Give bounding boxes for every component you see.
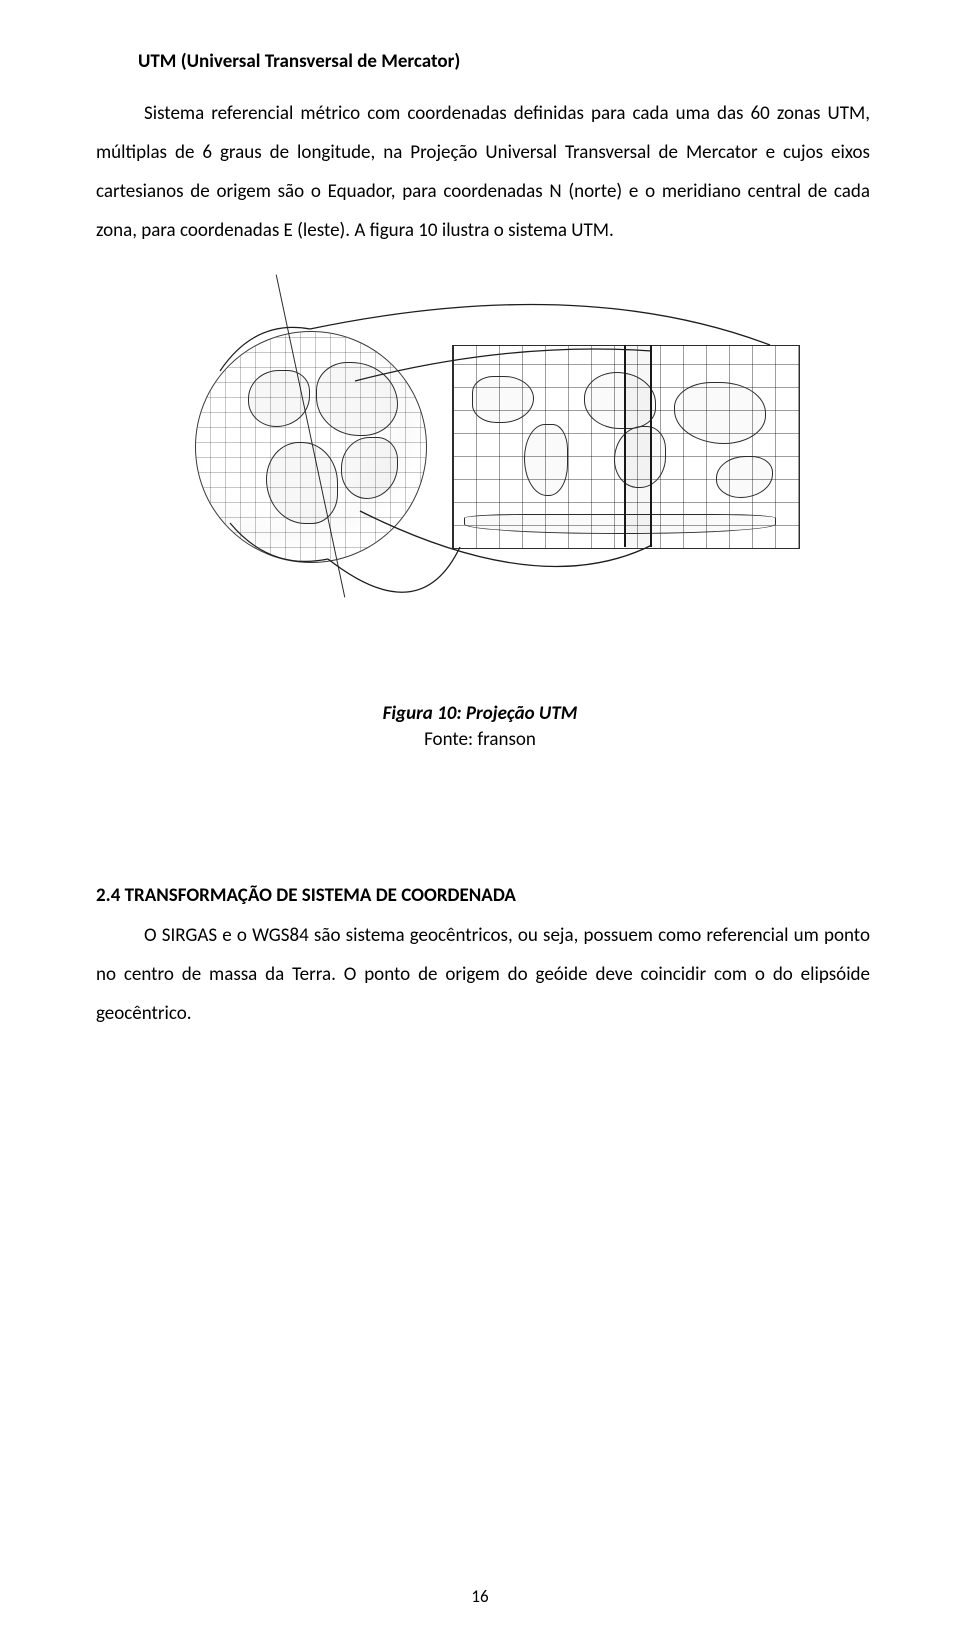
paragraph-transform-description: O SIRGAS e o WGS84 são sistema geocêntri… <box>90 917 870 1034</box>
page-title: UTM (Universal Transversal de Mercator) <box>90 50 870 73</box>
figure-caption: Figura 10: Projeção UTM Fonte: franson <box>90 701 870 754</box>
figure-canvas <box>160 311 800 641</box>
page-number: 16 <box>0 1586 960 1607</box>
figure-caption-title: Figura 10: Projeção UTM <box>383 702 578 725</box>
figure-utm-projection <box>160 311 800 641</box>
paragraph2-text: O SIRGAS e o WGS84 são sistema geocêntri… <box>96 924 870 1025</box>
page: UTM (Universal Transversal de Mercator) … <box>0 0 960 1635</box>
paragraph1-text: Sistema referencial métrico com coordena… <box>96 102 870 242</box>
paragraph-utm-description: Sistema referencial métrico com coordena… <box>90 95 870 251</box>
section-heading: 2.4 TRANSFORMAÇÃO DE SISTEMA DE COORDENA… <box>90 884 870 907</box>
projection-connectors-icon <box>160 311 800 641</box>
figure-caption-source: Fonte: franson <box>424 728 536 751</box>
